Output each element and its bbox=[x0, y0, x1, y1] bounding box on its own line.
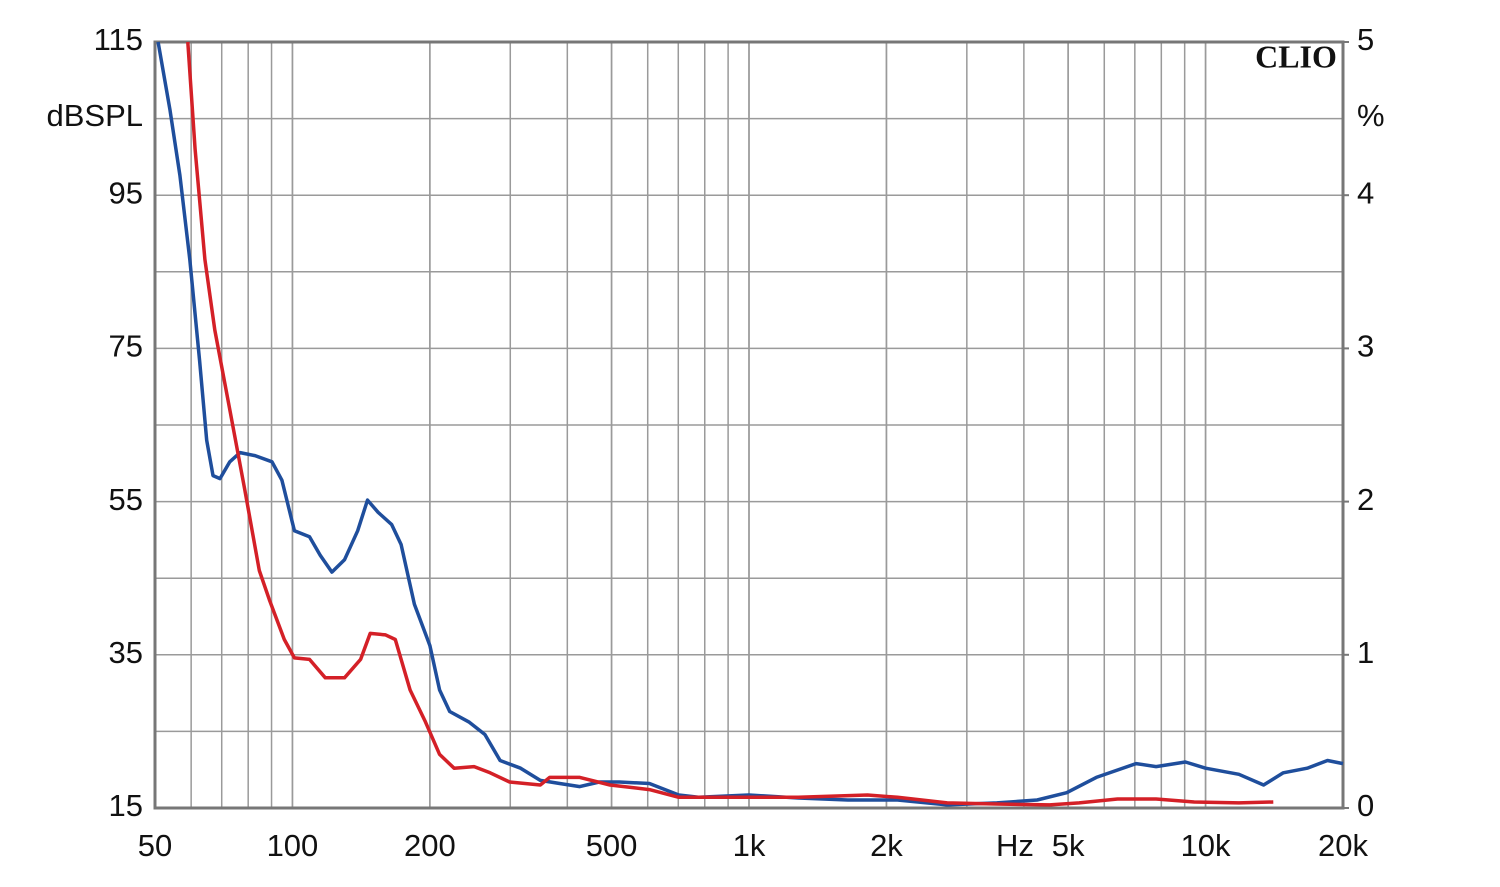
x-tick-label: 10k bbox=[1181, 828, 1231, 863]
y2-axis-label: % bbox=[1357, 98, 1385, 133]
y-tick-label: 115 bbox=[94, 22, 143, 57]
y-tick-label: 15 bbox=[109, 788, 143, 823]
x-tick-label: 100 bbox=[267, 828, 319, 863]
y2-tick-label: 1 bbox=[1357, 635, 1374, 670]
data-line bbox=[156, 41, 1344, 807]
watermark: CLIO bbox=[1255, 38, 1337, 74]
y-axis-label: dBSPL bbox=[46, 98, 143, 133]
y2-tick-label: 4 bbox=[1357, 175, 1374, 210]
x-tick-label: 20k bbox=[1318, 828, 1368, 863]
x-tick-label: 50 bbox=[138, 828, 172, 863]
x-tick-label: 2k bbox=[870, 828, 903, 863]
y-tick-label: 55 bbox=[109, 482, 143, 517]
x-tick-label: 200 bbox=[404, 828, 456, 863]
y2-tick-label: 3 bbox=[1357, 329, 1374, 364]
x-axis-label: Hz bbox=[996, 828, 1034, 863]
x-tick-label: 1k bbox=[733, 828, 766, 863]
x-tick-label: 500 bbox=[586, 828, 638, 863]
data-line bbox=[186, 41, 1274, 807]
x-tick-label: 5k bbox=[1052, 828, 1085, 863]
y-tick-label: 95 bbox=[109, 175, 143, 210]
y2-tick-label: 2 bbox=[1357, 482, 1374, 517]
y2-tick-label: 5 bbox=[1357, 22, 1374, 57]
plot-frame bbox=[153, 40, 1345, 810]
y-tick-label: 35 bbox=[109, 635, 143, 670]
y2-tick-label: 0 bbox=[1357, 788, 1374, 823]
y-tick-label: 75 bbox=[109, 329, 143, 364]
